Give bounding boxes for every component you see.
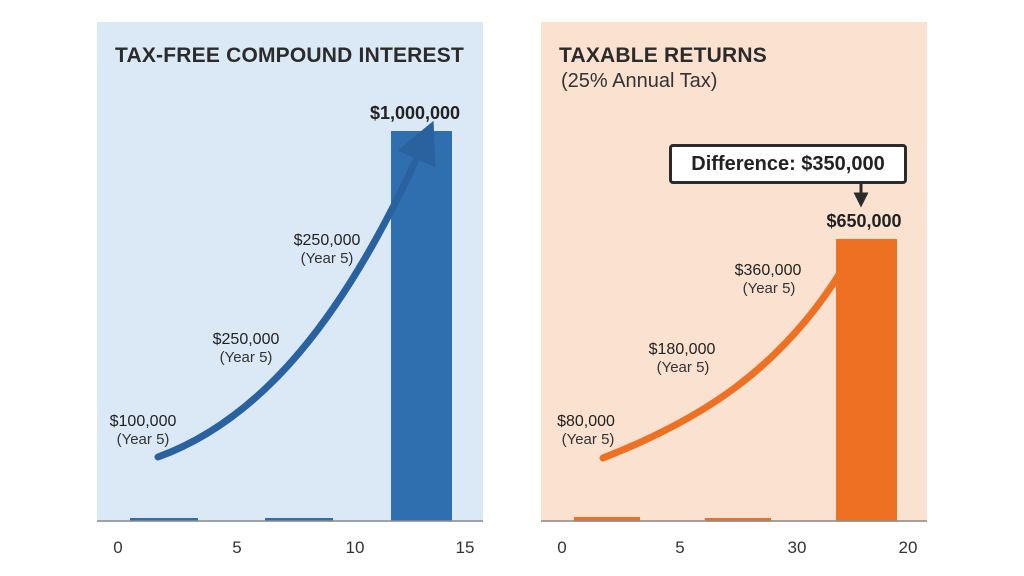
- tax-free-chart: $1,000,000 $100,000 (Year 5) $250,000 (Y…: [97, 103, 483, 557]
- difference-callout: Difference: $350,000: [669, 144, 907, 184]
- taxable-annotation-3-value: $360,000: [735, 262, 802, 279]
- taxable-annotation-3-note: (Year 5): [743, 280, 796, 297]
- tax-free-x-tick-3: 15: [456, 538, 475, 557]
- tax-free-annotation-2-note: (Year 5): [220, 349, 273, 366]
- taxable-annotation-1-value: $80,000: [557, 413, 615, 430]
- tax-free-bar-3-label: $1,000,000: [370, 103, 460, 123]
- tax-free-x-tick-1: 5: [232, 538, 241, 557]
- tax-free-x-tick-0: 0: [113, 538, 122, 557]
- taxable-x-tick-3: 20: [899, 538, 918, 557]
- taxable-x-tick-1: 5: [675, 538, 684, 557]
- taxable-annotation-2-note: (Year 5): [657, 359, 710, 376]
- tax-free-title: TAX-FREE COMPOUND INTEREST: [115, 44, 464, 67]
- taxable-bar-2: [705, 518, 771, 521]
- taxable-subtitle: (25% Annual Tax): [561, 70, 718, 92]
- tax-free-annotation-3-value: $250,000: [294, 232, 361, 249]
- tax-free-bar-1: [130, 518, 198, 521]
- taxable-annotation-1-note: (Year 5): [562, 431, 615, 448]
- tax-free-growth-curve: [154, 120, 436, 461]
- taxable-growth-curve: [599, 266, 846, 462]
- taxable-chart: $650,000 $80,000 (Year 5) $180,000 (Year…: [541, 184, 927, 557]
- taxable-x-tick-0: 0: [557, 538, 566, 557]
- tax-free-annotation-2-value: $250,000: [213, 331, 280, 348]
- taxable-title: TAXABLE RETURNS: [559, 44, 767, 67]
- taxable-annotation-2-value: $180,000: [649, 341, 716, 358]
- tax-free-annotation-3-note: (Year 5): [301, 250, 354, 267]
- tax-free-bar-2: [265, 518, 333, 521]
- tax-free-annotation-1-note: (Year 5): [117, 431, 170, 448]
- taxable-x-tick-2: 30: [788, 538, 807, 557]
- taxable-bar-1: [574, 517, 640, 521]
- tax-free-x-tick-2: 10: [346, 538, 365, 557]
- taxable-bar-3-label: $650,000: [826, 211, 901, 231]
- taxable-bar-3: [836, 239, 897, 521]
- tax-free-annotation-1-value: $100,000: [110, 413, 177, 430]
